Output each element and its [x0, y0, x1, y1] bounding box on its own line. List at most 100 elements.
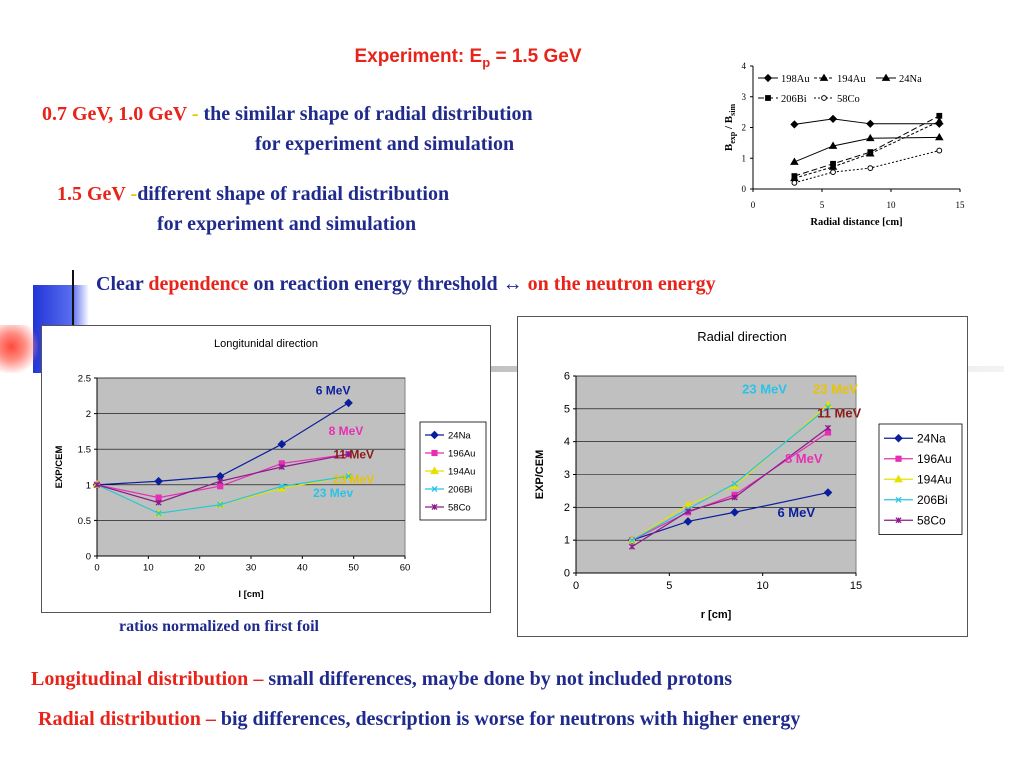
- inset-data-point-24Na: [828, 141, 838, 149]
- data-point-206Bi: [278, 483, 285, 490]
- series-line-196Au: [631, 431, 829, 541]
- statement-line-2-cont: for experiment and simulation: [157, 213, 417, 235]
- chart-title: Radial direction: [697, 329, 787, 344]
- legend-label-194Au: 194Au: [917, 473, 952, 487]
- data-point-58Co: [731, 494, 738, 501]
- energy-annotation: 8 MeV: [329, 424, 364, 438]
- x-axis-label: Radial distance [cm]: [810, 217, 902, 228]
- energy-annotation: 23 MeV: [813, 381, 858, 396]
- conclusion-radial: Radial distribution – big differences, d…: [38, 708, 800, 731]
- data-point-24Na: [344, 398, 353, 408]
- data-point-206Bi-shape: [824, 404, 832, 411]
- inset-legend-marker-194Au: [819, 73, 829, 81]
- inset-data-point-198Au-shape: [828, 114, 838, 123]
- page-title: Experiment: Ep = 1.5 GeV: [354, 46, 582, 70]
- inset-legend-marker-194Au-shape: [819, 73, 829, 81]
- legend-label-58Co: 58Co: [917, 514, 946, 528]
- data-point-24Na: [277, 439, 287, 449]
- legend-marker-24Na: [894, 433, 903, 443]
- y-axis-label: EXP/CEM: [534, 450, 546, 500]
- legend-marker-196Au-shape: [895, 455, 902, 462]
- text: Clear: [96, 273, 149, 295]
- data-point-206Bi-shape: [155, 510, 162, 517]
- data-point-194Au: [683, 500, 693, 508]
- statement-line-2: 1.5 GeV -different shape of radial distr…: [57, 183, 449, 206]
- x-tick-label: 10: [757, 580, 769, 592]
- inset-legend-label-194Au: 194Au: [837, 74, 866, 85]
- text: dependence: [148, 273, 249, 295]
- x-axis-label: l [cm]: [238, 589, 263, 600]
- data-point-206Bi-shape: [345, 473, 352, 480]
- legend-marker-194Au-shape: [894, 474, 903, 483]
- statement-line-1: 0.7 GeV, 1.0 GeV - the similar shape of …: [42, 103, 533, 126]
- y-axis-label-sep: / B: [723, 115, 735, 132]
- inset-legend-label-206Bi: 206Bi: [781, 94, 807, 105]
- inset-legend-marker-24Na-shape: [881, 73, 891, 81]
- data-point-206Bi: [824, 404, 832, 411]
- data-point-58Co: [684, 508, 692, 515]
- conclusion-longitudinal: Longitudinal distribution – small differ…: [31, 668, 732, 691]
- statement-line-1-cont: for experiment and simulation: [255, 133, 515, 155]
- energy-annotation: 6 MeV: [777, 505, 815, 520]
- x-tick-label: 15: [956, 200, 966, 210]
- data-point-24Na-shape: [277, 439, 287, 449]
- text: small differences, maybe done by not inc…: [268, 668, 733, 690]
- y-tick-label: 1: [564, 535, 570, 547]
- inset-series-line-206Bi: [794, 115, 940, 177]
- inset-legend-marker-198Au: [763, 73, 773, 83]
- inset-data-point-198Au: [790, 120, 799, 129]
- text: big differences, description is worse fo…: [220, 708, 801, 730]
- energy-annotation: 11 MeV: [817, 406, 861, 421]
- y-tick-label: 3: [742, 92, 747, 102]
- inset-legend-marker-198Au-shape: [763, 73, 773, 83]
- y-tick-label: 6: [564, 371, 570, 383]
- energy-annotation: 11 MeV: [333, 447, 374, 461]
- inset-chart: 0 1 2 3 4 0 5 10 15 Radial distance [cm] Bexp / Bs…: [722, 56, 972, 232]
- data-point-206Bi: [155, 510, 162, 517]
- x-tick-label: 10: [143, 563, 154, 574]
- energy-annotation: 8 MeV: [785, 451, 823, 466]
- inset-data-point-24Na-shape: [790, 157, 799, 165]
- energy-label: 1.5 GeV: [57, 183, 126, 205]
- inset-data-point-24Na: [866, 133, 875, 142]
- inset-legend-marker-206Bi: [765, 95, 771, 101]
- inset-legend-label-198Au: 198Au: [781, 74, 810, 85]
- y-axis-label-sub: sim: [728, 104, 737, 116]
- y-tick-label: 0: [564, 568, 570, 580]
- legend-label-206Bi: 206Bi: [917, 493, 948, 507]
- y-tick-label: 3: [564, 469, 570, 481]
- data-point-206Bi: [628, 537, 636, 544]
- inset-data-point-58Co-shape: [830, 169, 836, 175]
- data-point-24Na-shape: [823, 488, 833, 497]
- legend-marker-24Na-shape: [894, 433, 903, 443]
- legend-label-196Au: 196Au: [448, 448, 475, 459]
- inset-data-point-58Co: [867, 165, 874, 171]
- legend-marker-194Au: [430, 466, 439, 475]
- dash: -: [186, 103, 204, 125]
- x-tick-label: 0: [94, 563, 99, 574]
- inset-data-point-206Bi: [791, 173, 798, 179]
- series-line-206Bi: [631, 406, 829, 541]
- inset-legend-label-58Co: 58Co: [837, 94, 860, 105]
- inset-series-line-198Au: [794, 118, 940, 125]
- data-point-206Bi-shape: [278, 483, 285, 490]
- data-point-196Au: [824, 429, 832, 436]
- y-tick-label: 2: [86, 409, 91, 420]
- dependence-statement: Clear dependence on reaction energy thre…: [96, 273, 716, 296]
- statement-text: different shape of radial distribution: [137, 183, 450, 205]
- legend-label-24Na: 24Na: [448, 430, 471, 441]
- inset-data-point-24Na: [790, 157, 799, 165]
- data-point-24Na-shape: [344, 398, 353, 408]
- data-point-206Bi-shape: [628, 537, 636, 544]
- inset-legend-marker-206Bi-shape: [765, 95, 771, 101]
- text: Radial distribution: [38, 708, 201, 730]
- x-tick-label: 10: [887, 200, 897, 210]
- y-tick-label: 0.5: [78, 516, 91, 527]
- decor-vertical-rule: [72, 270, 74, 374]
- radial-chart-svg: Radial direction 0 1 2 3 4 5 6 0 5 10 15 r [cm] EXP/C…: [534, 329, 963, 621]
- inset-legend-marker-58Co-shape: [821, 95, 827, 101]
- data-point-58Co: [155, 499, 162, 506]
- x-tick-label: 50: [348, 563, 359, 574]
- inset-data-point-198Au: [828, 114, 838, 123]
- y-axis-label-sub: exp: [728, 131, 737, 144]
